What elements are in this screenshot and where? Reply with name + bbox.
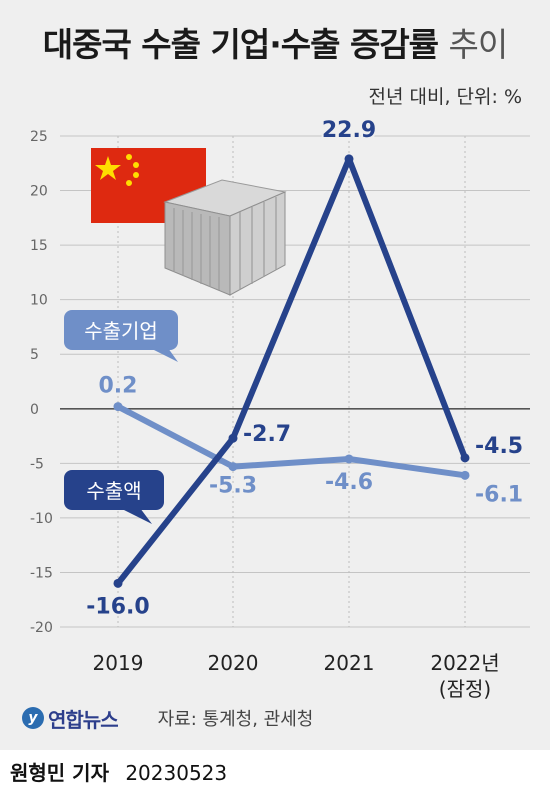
legend-box-amount [64, 470, 164, 510]
data-point [344, 154, 354, 164]
y-axis-ticks: 25 20 15 10 5 0 -5 -10 -15 -20 [30, 129, 53, 636]
yonhap-logo-icon: y [22, 707, 44, 729]
data-point [344, 454, 354, 464]
data-label: 0.2 [99, 374, 138, 399]
data-point [228, 433, 238, 443]
x-tick-label: 2021 [324, 651, 375, 675]
chart-panel [0, 0, 550, 750]
title-main: 대중국 수출 기업·수출 증감률 [42, 25, 439, 64]
byline: 원형민 기자 20230523 [10, 757, 227, 786]
x-tick-label: 2022년 (잠정) [430, 651, 499, 700]
y-tick-label: -20 [30, 620, 53, 636]
publish-date: 20230523 [125, 761, 228, 785]
data-label: -16.0 [86, 594, 149, 619]
shipping-container-icon [163, 179, 287, 296]
y-tick-label: 25 [30, 129, 48, 145]
data-label: -2.7 [243, 422, 291, 447]
x-tick-label: 2019 [93, 651, 144, 675]
y-tick-label: 5 [30, 347, 39, 363]
legend-box-companies [64, 310, 178, 350]
line-chart: 25 20 15 10 5 0 -5 -10 -15 -20 2019 2020 2021 2022년(… [30, 116, 530, 700]
data-point [460, 470, 470, 480]
legend-pointer [150, 348, 178, 362]
logo-text: 연합뉴스 [48, 707, 119, 732]
y-tick-label: 15 [30, 238, 48, 254]
legend-label-amount: 수출액 [86, 479, 141, 503]
grid [60, 135, 530, 628]
x-tick-label: 2020 [208, 651, 259, 675]
legend-pointer [120, 508, 152, 524]
chart-title: 대중국 수출 기업·수출 증감률 추이 [0, 18, 550, 66]
unit-label: 전년 대비, 단위: % [368, 86, 523, 108]
title-suffix: 추이 [448, 25, 509, 64]
data-label: 22.9 [322, 118, 376, 143]
y-tick-label: 10 [30, 293, 48, 309]
x-axis-ticks: 2019 2020 2021 2022년 (잠정) [93, 651, 500, 700]
data-point [113, 578, 123, 588]
source-row: y 연합뉴스 자료: 통계청, 관세청 [22, 700, 313, 736]
data-point [460, 453, 470, 463]
reporter-name: 원형민 기자 [10, 761, 109, 785]
data-point [113, 402, 123, 412]
series-lines [113, 154, 470, 588]
source-text: 자료: 통계청, 관세청 [157, 709, 314, 730]
y-tick-label: 20 [30, 184, 48, 200]
data-label: -6.1 [475, 482, 523, 507]
data-label: -4.5 [475, 434, 523, 459]
legend-label-companies: 수출기업 [84, 319, 158, 343]
data-label: -4.6 [325, 470, 373, 495]
y-tick-label: -15 [30, 565, 53, 581]
y-tick-label: -10 [30, 511, 53, 527]
data-labels: 0.2 -5.3 -4.6 -6.1 -16.0 -2.7 22.9 -4.5 [84, 116, 525, 621]
series-line-companies [115, 403, 468, 479]
y-tick-label: -5 [30, 456, 44, 472]
data-label: -5.3 [209, 474, 257, 499]
data-point [228, 462, 238, 472]
series-line-amount [115, 155, 468, 587]
y-tick-label: 0 [30, 402, 39, 418]
